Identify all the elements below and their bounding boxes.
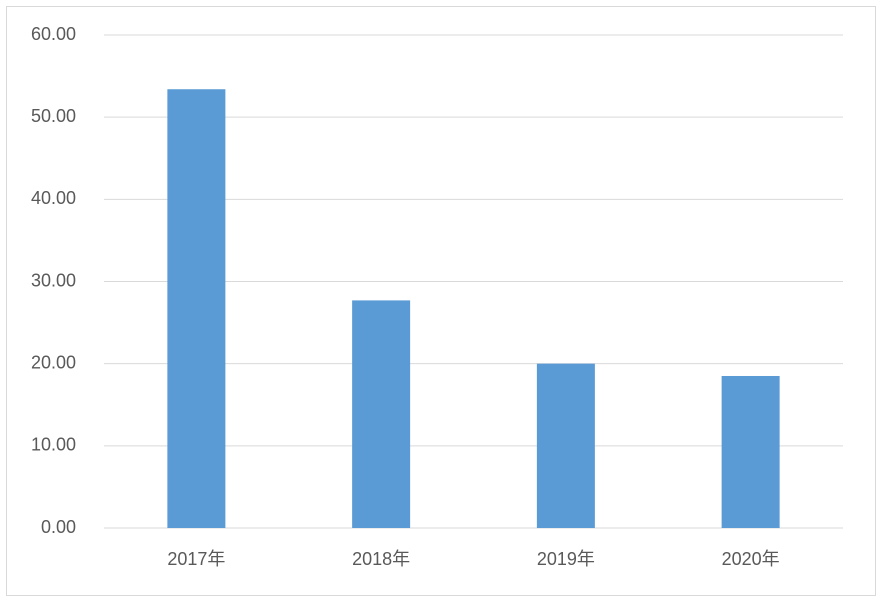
y-tick-label: 50.00 (31, 106, 76, 126)
y-tick-label: 20.00 (31, 352, 76, 372)
bar (167, 89, 226, 528)
y-tick-label: 40.00 (31, 188, 76, 208)
bar (352, 300, 411, 528)
x-tick-label: 2017年 (167, 549, 225, 569)
bar (721, 375, 780, 528)
y-tick-label: 30.00 (31, 270, 76, 290)
x-tick-label: 2018年 (352, 549, 410, 569)
y-tick-label: 0.00 (41, 517, 76, 537)
x-tick-label: 2020年 (722, 549, 780, 569)
x-tick-label: 2019年 (537, 549, 595, 569)
y-tick-label: 10.00 (31, 435, 76, 455)
bar (536, 363, 595, 528)
y-tick-label: 60.00 (31, 24, 76, 44)
